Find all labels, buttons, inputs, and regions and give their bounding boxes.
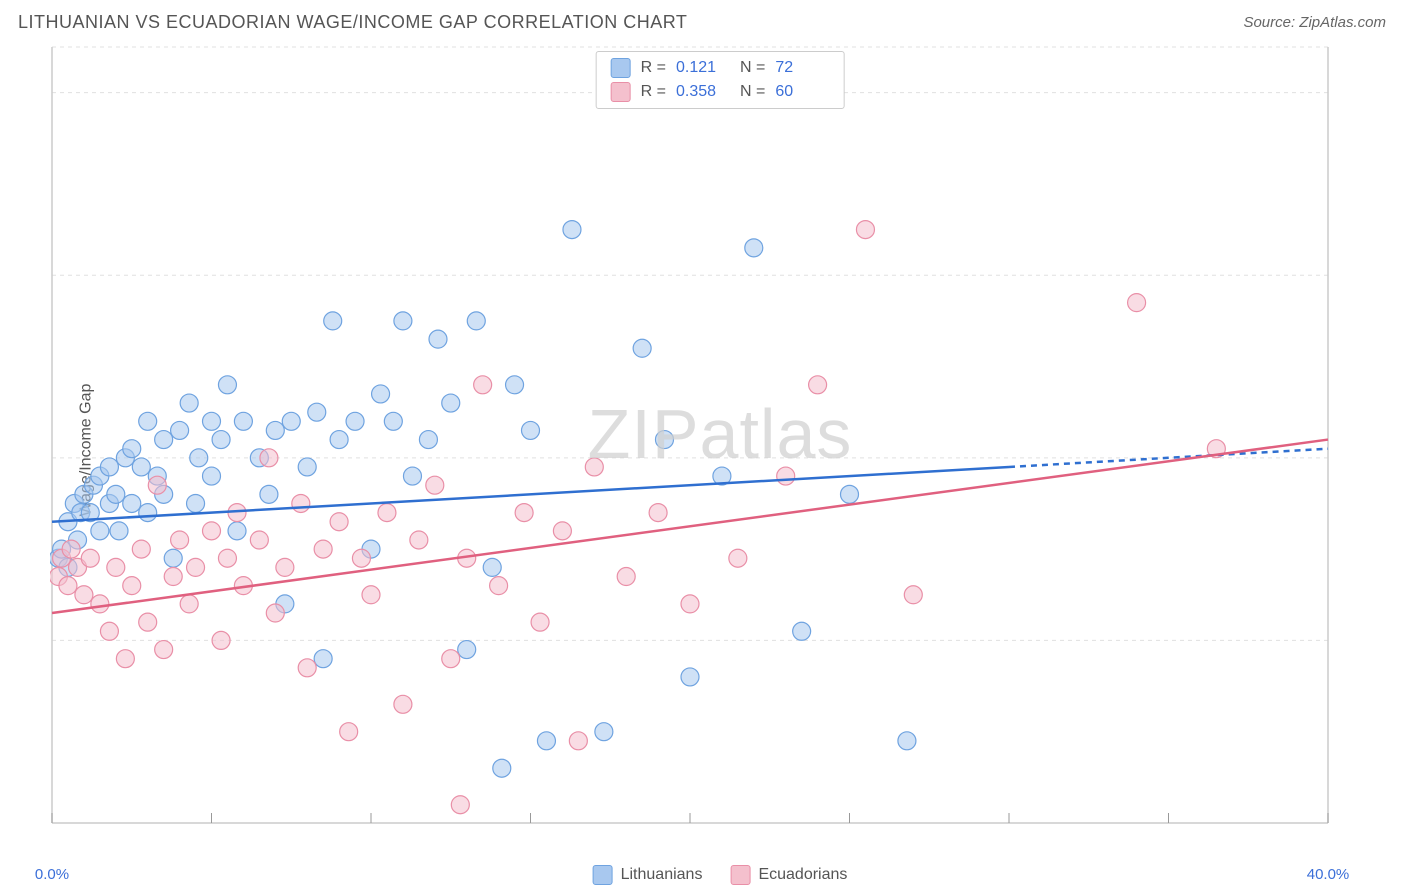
stats-row-ecuadorians: R = 0.358 N = 60 (611, 80, 830, 104)
x-tick-label: 0.0% (35, 866, 69, 883)
series-legend: Lithuanians Ecuadorians (593, 865, 848, 885)
x-tick-label: 40.0% (1307, 866, 1350, 883)
scatter-chart (50, 45, 1330, 825)
source-label: Source: ZipAtlas.com (1243, 14, 1386, 31)
legend-item-lithuanians: Lithuanians (593, 865, 703, 885)
swatch-icon (611, 82, 631, 102)
swatch-icon (593, 865, 613, 885)
legend-item-ecuadorians: Ecuadorians (730, 865, 847, 885)
chart-title: LITHUANIAN VS ECUADORIAN WAGE/INCOME GAP… (18, 12, 687, 33)
stats-legend: R = 0.121 N = 72 R = 0.358 N = 60 (596, 51, 845, 109)
swatch-icon (611, 58, 631, 78)
swatch-icon (730, 865, 750, 885)
stats-row-lithuanians: R = 0.121 N = 72 (611, 56, 830, 80)
chart-container: Wage/Income Gap ZIPatlas R = 0.121 N = 7… (50, 45, 1390, 855)
